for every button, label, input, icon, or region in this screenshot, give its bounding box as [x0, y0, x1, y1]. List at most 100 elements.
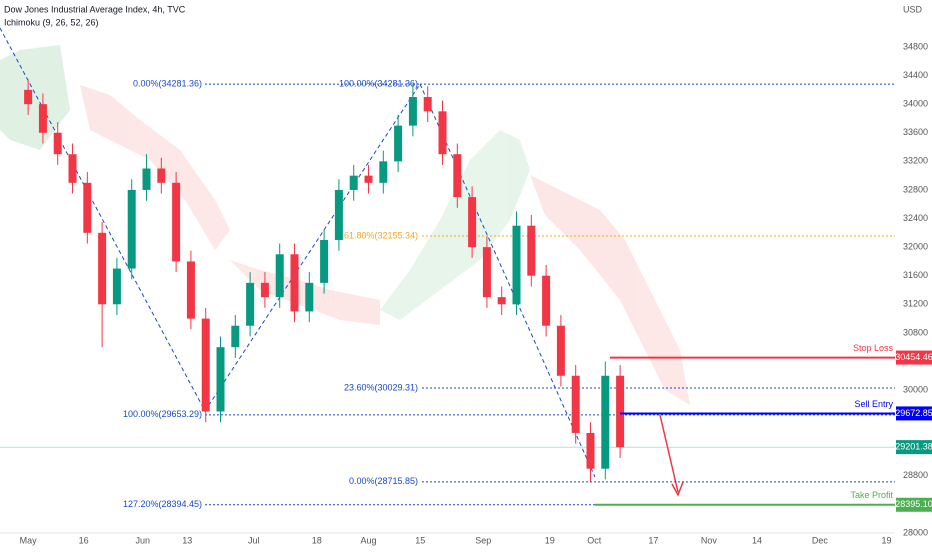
candle-body — [157, 168, 166, 183]
candle-body — [320, 239, 329, 283]
candle-body — [216, 347, 225, 412]
fib-label: 23.60%(30029.31) — [344, 382, 418, 392]
y-tick-label: 30800 — [903, 327, 928, 337]
y-tick-label: 31200 — [903, 299, 928, 309]
candle-body — [423, 97, 432, 112]
candle-body — [497, 297, 506, 305]
fib-label: 0.00%(34281.36) — [133, 78, 202, 88]
arrow — [659, 414, 679, 493]
cloud — [80, 85, 230, 250]
x-tick-label: Nov — [701, 535, 718, 545]
fib-label: 127.20%(28394.45) — [123, 499, 202, 509]
y-tick-label: 34800 — [903, 41, 928, 51]
candle-body — [334, 189, 343, 240]
y-tick-label: 30000 — [903, 384, 928, 394]
y-tick-label: 34000 — [903, 99, 928, 109]
candle-body — [364, 175, 373, 183]
candle-body — [512, 225, 521, 305]
candle-body — [305, 282, 314, 312]
candle-body — [246, 282, 255, 326]
candle-body — [601, 375, 610, 469]
candle-body — [542, 275, 551, 326]
candle-body — [394, 125, 403, 162]
y-tick-label: 34400 — [903, 70, 928, 80]
level-name: Stop Loss — [853, 343, 894, 353]
candle-body — [586, 432, 595, 469]
x-tick-label: Aug — [360, 535, 376, 545]
price-tag-label: 28395.10 — [895, 499, 932, 509]
x-tick-label: 18 — [312, 535, 322, 545]
level-name: Take Profit — [850, 490, 893, 500]
candle-body — [201, 318, 210, 412]
candle-body — [260, 282, 269, 298]
y-tick-label: 33600 — [903, 127, 928, 137]
fib-label: 0.00%(28715.85) — [349, 476, 418, 486]
x-tick-label: Jun — [136, 535, 151, 545]
candle-body — [527, 225, 536, 276]
level-name: Sell Entry — [854, 399, 893, 409]
candle-body — [453, 154, 462, 198]
price-tag — [896, 440, 932, 455]
candle-body — [616, 375, 625, 448]
candle-body — [290, 254, 299, 312]
unit-label: USD — [903, 4, 923, 14]
candle-body — [53, 132, 62, 155]
fib-label: 100.00%(29653.29) — [123, 409, 202, 419]
arrow-head — [671, 481, 684, 497]
candle-body — [349, 175, 358, 190]
candle-body — [438, 111, 447, 155]
x-tick-label: 13 — [182, 535, 192, 545]
y-tick-label: 32400 — [903, 213, 928, 223]
candle-body — [68, 154, 77, 183]
indicator-label: Ichimoku (9, 26, 52, 26) — [4, 17, 99, 27]
candle-body — [172, 182, 181, 262]
candle-body — [482, 247, 491, 298]
candle-body — [98, 232, 107, 305]
x-tick-label: 14 — [752, 535, 762, 545]
x-tick-label: 16 — [79, 535, 89, 545]
price-tag-label: 30454.46 — [895, 352, 932, 362]
x-tick-label: Sep — [475, 535, 491, 545]
x-tick-label: 15 — [415, 535, 425, 545]
y-tick-label: 28800 — [903, 470, 928, 480]
candle-body — [83, 182, 92, 233]
candle-body — [231, 325, 240, 348]
candle-body — [468, 197, 477, 248]
candle-body — [571, 375, 580, 433]
y-tick-label: 32800 — [903, 184, 928, 194]
candle-body — [379, 161, 388, 183]
fib-label: 100.00%(34281.36) — [339, 78, 418, 88]
price-tag — [896, 350, 932, 365]
candle-body — [186, 261, 195, 319]
candle-body — [38, 104, 47, 133]
cloud — [230, 260, 380, 325]
price-tag-label: 29672.85 — [895, 408, 932, 418]
price-tag — [896, 497, 932, 512]
candle-body — [275, 254, 284, 298]
x-tick-label: Dec — [812, 535, 829, 545]
y-tick-label: 28000 — [903, 527, 928, 537]
x-tick-label: May — [20, 535, 38, 545]
ichimoku-cloud — [0, 45, 690, 405]
y-tick-label: 31600 — [903, 270, 928, 280]
x-tick-label: 19 — [881, 535, 891, 545]
y-tick-label: 32000 — [903, 241, 928, 251]
price-tag — [896, 406, 932, 421]
fib-label: 61.80%(32155.34) — [344, 230, 418, 240]
candle-body — [112, 268, 121, 305]
candle-body — [556, 325, 565, 376]
price-tag-label: 29201.38 — [895, 442, 932, 452]
x-tick-label: 19 — [545, 535, 555, 545]
candle-body — [408, 97, 417, 126]
cloud — [530, 175, 690, 405]
x-tick-label: Oct — [587, 535, 602, 545]
x-tick-label: Jul — [248, 535, 260, 545]
cloud — [380, 130, 530, 320]
candle-body — [24, 89, 33, 105]
zigzag — [0, 27, 596, 478]
x-tick-label: 17 — [648, 535, 658, 545]
cloud — [0, 45, 70, 150]
candle-body — [142, 168, 151, 190]
candle-body — [127, 189, 136, 269]
